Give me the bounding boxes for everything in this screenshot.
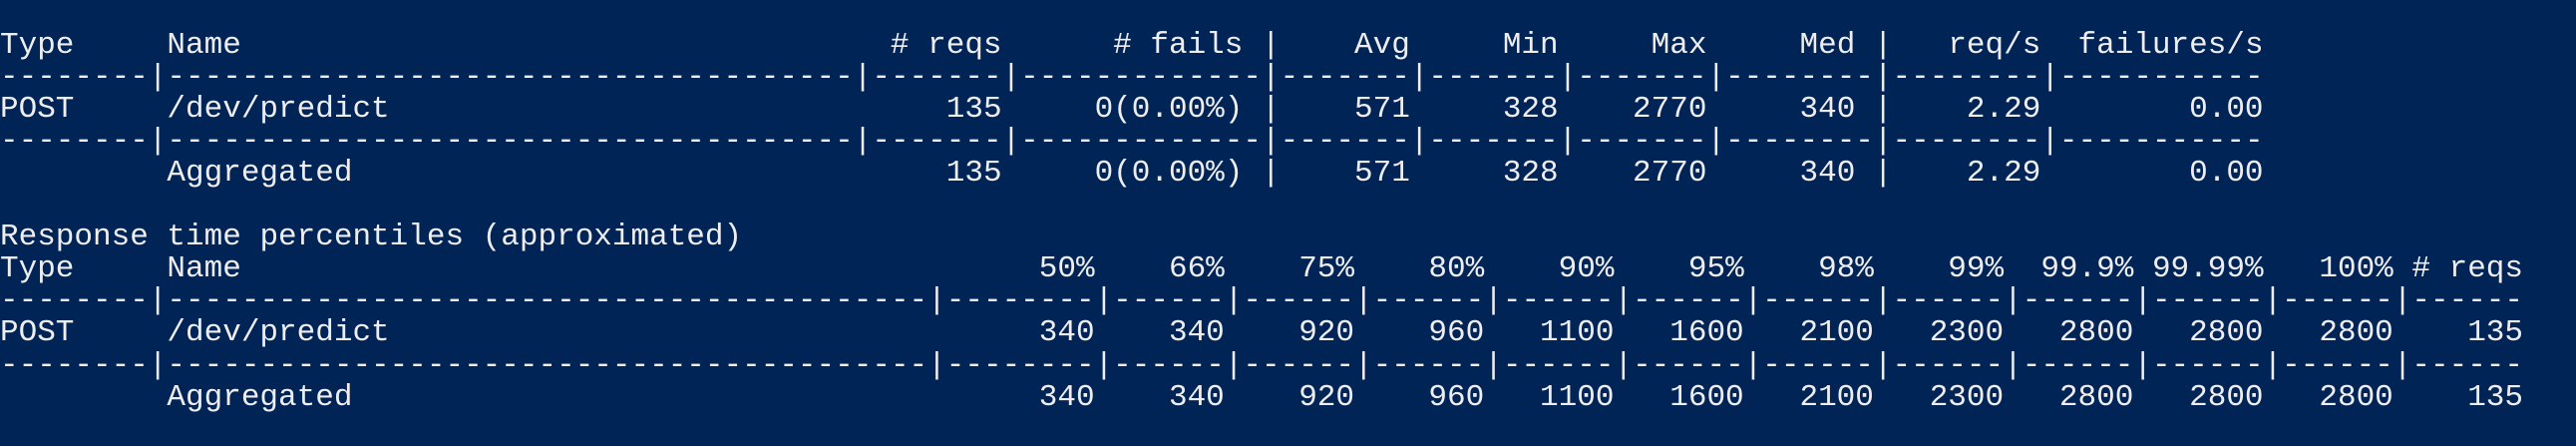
section-title: Response time percentiles (approximated) [0, 222, 2576, 253]
cell: 340 [1038, 379, 1095, 415]
cell: 2300 [1929, 379, 2005, 415]
cell: 98% [1818, 251, 1874, 287]
table-row: Aggregated 135 0(0.00%) | 571 328 2770 340 | 2.29… [0, 158, 2576, 190]
cell: Aggregated [167, 379, 353, 415]
cell: 0(0.00%) [1094, 156, 1244, 192]
cell: 135 [2467, 315, 2523, 351]
cell: 571 [1354, 156, 1410, 192]
cell: # reqs [2411, 251, 2524, 287]
cell: Type [0, 28, 75, 63]
cell: 340 [1168, 379, 1225, 415]
separator: --------|-------------------------------… [0, 126, 2576, 158]
cell: 99.9% [2040, 251, 2134, 287]
cell: 2800 [2319, 379, 2393, 415]
cell: POST [0, 92, 75, 128]
header-row: Type Name # reqs # fails | Avg Min Max Med | req/s… [0, 30, 2576, 62]
cell: 135 [2467, 379, 2523, 415]
cell: 571 [1354, 92, 1410, 128]
cell: Med [1799, 28, 1856, 63]
table-row: Aggregated 340 340 920 960 1100 1600 2100 2300 28… [0, 379, 2576, 415]
cell: /dev/predict [167, 92, 390, 128]
cell: 99.99% [2151, 251, 2264, 287]
cell: 2100 [1799, 315, 1874, 351]
cell: Type [0, 251, 75, 287]
cell: 2800 [2058, 379, 2134, 415]
cell: | [1873, 28, 1893, 63]
cell: 135 [945, 156, 1002, 192]
separator: --------|-------------------------------… [0, 285, 2576, 317]
cell: Name [167, 251, 241, 287]
cell: 0.00 [2189, 156, 2264, 192]
cell: 1100 [1540, 379, 1615, 415]
cell: 2800 [2189, 315, 2264, 351]
cell: Response time percentiles (approximated) [0, 220, 743, 255]
cell: Aggregated [167, 156, 353, 192]
cell: 66% [1168, 251, 1225, 287]
cell: 328 [1502, 92, 1559, 128]
cell: 0.00 [2189, 92, 2264, 128]
cell: | [1262, 92, 1281, 128]
separator: --------|-------------------------------… [0, 347, 2576, 383]
cell: 920 [1298, 315, 1354, 351]
separator: --------|-------------------------------… [0, 62, 2576, 94]
cell: 50% [1038, 251, 1095, 287]
cell: failures/s [2077, 28, 2264, 63]
cell: 2800 [2058, 315, 2134, 351]
cell: 960 [1428, 379, 1485, 415]
cell: | [1873, 92, 1893, 128]
cell: | [1262, 28, 1281, 63]
cell: 2.29 [1966, 156, 2041, 192]
cell: --------|-------------------------------… [0, 124, 2264, 160]
cell: 2800 [2319, 315, 2393, 351]
cell: 2.29 [1966, 92, 2041, 128]
cell: /dev/predict [167, 315, 390, 351]
cell: POST [0, 315, 75, 351]
cell: --------|-------------------------------… [0, 347, 2524, 383]
cell: 2800 [2189, 379, 2264, 415]
cell: # fails [1113, 28, 1244, 63]
table-row: POST/dev/predict 135 0(0.00%) | 571 328 2770 34… [0, 94, 2576, 126]
cell: req/s [1948, 28, 2041, 63]
cell: 2100 [1799, 379, 1874, 415]
cell: 100% [2319, 251, 2393, 287]
cell: 2770 [1633, 92, 1707, 128]
cell: 2300 [1929, 315, 2005, 351]
cell: | [1262, 156, 1281, 192]
cell: Min [1502, 28, 1559, 63]
cell: 2770 [1633, 156, 1707, 192]
cell: 920 [1298, 379, 1354, 415]
cell: 340 [1168, 315, 1225, 351]
cell: Avg [1354, 28, 1410, 63]
cell: 135 [945, 92, 1002, 128]
cell: 75% [1298, 251, 1354, 287]
cell: 90% [1558, 251, 1615, 287]
cell: Max [1651, 28, 1707, 63]
cell: Name [167, 28, 241, 63]
cell: | [1873, 156, 1893, 192]
cell: 328 [1502, 156, 1559, 192]
cell: 340 [1038, 315, 1095, 351]
cell: 340 [1799, 92, 1856, 128]
cell: --------|-------------------------------… [0, 283, 2524, 319]
header-row: Type Name 50% 66% 75% 80% 90% 95% 98% 99% 99.9% 99.… [0, 253, 2576, 285]
cell: --------|-------------------------------… [0, 60, 2264, 96]
cell: 1100 [1540, 315, 1615, 351]
cell: 95% [1687, 251, 1744, 287]
cell: 960 [1428, 315, 1485, 351]
cell: 0(0.00%) [1094, 92, 1244, 128]
table-row: POST/dev/predict 340 340 920 960 1100 1600 2100… [0, 317, 2576, 349]
cell: 1600 [1669, 315, 1744, 351]
cell: 340 [1799, 156, 1856, 192]
cell: 80% [1428, 251, 1485, 287]
cell: # reqs [890, 28, 1002, 63]
cell: 1600 [1669, 379, 1744, 415]
cell: 99% [1948, 251, 2005, 287]
